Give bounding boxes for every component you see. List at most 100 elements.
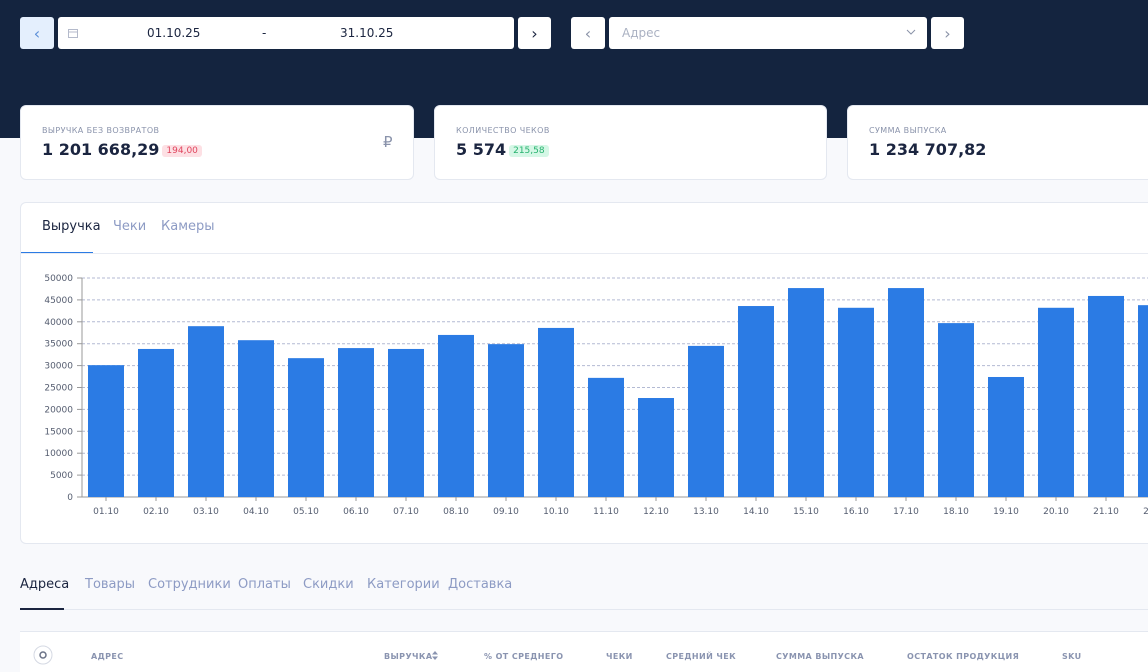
next-address-button[interactable]: ›	[931, 17, 964, 49]
date-to: 31.10.25	[340, 26, 394, 40]
prev-period-button[interactable]: ‹	[20, 17, 54, 49]
active-tab-underline	[20, 608, 64, 610]
currency-icon: ₽	[383, 133, 393, 151]
bar	[788, 288, 824, 497]
y-tick-label: 5000	[50, 471, 73, 481]
bar	[188, 326, 224, 497]
bar	[438, 334, 474, 497]
x-tick-label: 15.10	[793, 507, 819, 517]
bar	[538, 327, 574, 497]
tabs-divider	[20, 609, 1148, 610]
section-tab[interactable]: Товары	[85, 577, 136, 592]
settings-icon[interactable]	[33, 645, 53, 665]
kpi-card: ВЫРУЧКА БЕЗ ВОЗВРАТОВ 1 201 668,29 194,00…	[20, 105, 414, 180]
section-tab[interactable]: Адреса	[20, 577, 70, 592]
chart-tab[interactable]: Выручка	[42, 219, 101, 234]
section-tab[interactable]: Сотрудники	[148, 577, 231, 592]
column-header[interactable]: СРЕДНИЙ ЧЕК	[666, 652, 737, 661]
x-tick-label: 22.10	[1143, 507, 1148, 517]
date-range-field[interactable]: 01.10.25 - 31.10.25	[58, 17, 514, 49]
column-header[interactable]: ЧЕКИ	[606, 652, 633, 661]
bar	[488, 344, 524, 497]
x-tick-label: 12.10	[643, 507, 669, 517]
x-tick-label: 10.10	[543, 507, 569, 517]
dropdown-arrow	[906, 29, 916, 35]
x-tick-label: 05.10	[293, 507, 319, 517]
column-header[interactable]: ВЫРУЧКА	[384, 652, 433, 661]
x-tick-label: 11.10	[593, 507, 619, 517]
kpi-value: 1 201 668,29 194,00	[42, 140, 202, 159]
x-tick-label: 17.10	[893, 507, 919, 517]
bar	[1088, 295, 1124, 497]
column-header[interactable]: % ОТ СРЕДНЕГО	[484, 652, 564, 661]
x-tick-label: 02.10	[143, 507, 169, 517]
x-tick-label: 08.10	[443, 507, 469, 517]
kpi-number: 1 201 668,29	[42, 140, 160, 159]
address-select[interactable]: Адрес	[609, 17, 927, 49]
bar	[288, 358, 324, 497]
chart: 0 5000 10000 15000 20000 25000 30000 35000 40000…	[44, 274, 1148, 517]
y-tick-label: 35000	[44, 340, 73, 350]
x-tick-label: 03.10	[193, 507, 219, 517]
x-tick-label: 19.10	[993, 507, 1019, 517]
column-header[interactable]: ОСТАТОК ПРОДУКЦИЯ	[907, 652, 1020, 661]
kpi-label: СУММА ВЫПУСКА	[869, 126, 947, 135]
y-tick-label: 20000	[44, 405, 73, 415]
bar	[738, 306, 774, 497]
bar	[1138, 305, 1148, 497]
kpi-card: СУММА ВЫПУСКА 1 234 707,82	[847, 105, 1148, 180]
prev-address-button[interactable]: ‹	[571, 17, 605, 49]
kpi-value: 5 574 215,58	[456, 140, 549, 159]
bar	[638, 398, 674, 497]
kpi-label: ВЫРУЧКА БЕЗ ВОЗВРАТОВ	[42, 126, 160, 135]
date-from: 01.10.25	[147, 26, 201, 40]
x-tick-label: 16.10	[843, 507, 869, 517]
section-tab[interactable]: Скидки	[303, 577, 354, 592]
y-tick-label: 40000	[44, 318, 73, 328]
x-tick-label: 20.10	[1043, 507, 1069, 517]
calendar-icon	[68, 29, 78, 38]
bar	[138, 348, 174, 497]
y-tick-label: 10000	[44, 449, 73, 459]
bar	[838, 307, 874, 497]
column-header[interactable]: SKU	[1062, 652, 1082, 661]
kpi-card: КОЛИЧЕСТВО ЧЕКОВ 5 574 215,58	[434, 105, 827, 180]
y-tick-label: 50000	[44, 274, 73, 284]
x-tick-label: 07.10	[393, 507, 419, 517]
bar	[988, 376, 1024, 497]
section-tab[interactable]: Оплаты	[238, 577, 291, 592]
bar	[338, 348, 374, 497]
chart-tab[interactable]: Камеры	[161, 219, 215, 234]
section-tab[interactable]: Категории	[367, 577, 440, 592]
kpi-number: 5 574	[456, 140, 507, 159]
kpi-badge: 194,00	[162, 145, 202, 157]
date-separator: -	[262, 26, 267, 40]
y-tick-label: 25000	[44, 384, 73, 394]
sort-icon[interactable]	[432, 651, 438, 660]
y-tick-label: 45000	[44, 296, 73, 306]
kpi-number: 1 234 707,82	[869, 140, 987, 159]
x-tick-label: 06.10	[343, 507, 369, 517]
column-header[interactable]: СУММА ВЫПУСКА	[776, 652, 864, 661]
bar	[688, 345, 724, 497]
bar	[588, 377, 624, 497]
x-tick-label: 01.10	[93, 507, 119, 517]
kpi-value: 1 234 707,82	[869, 140, 986, 159]
section-tab[interactable]: Доставка	[448, 577, 513, 592]
column-header[interactable]: АДРЕС	[91, 652, 124, 661]
y-tick-label: 30000	[44, 362, 73, 372]
y-tick-label: 0	[67, 493, 73, 503]
chart-tab[interactable]: Чеки	[113, 219, 147, 234]
x-tick-label: 13.10	[693, 507, 719, 517]
kpi-label: КОЛИЧЕСТВО ЧЕКОВ	[456, 126, 550, 135]
next-period-button[interactable]: ›	[518, 17, 551, 49]
y-tick-label: 15000	[44, 427, 73, 437]
bar	[388, 348, 424, 497]
tab-divider	[21, 253, 1148, 254]
address-placeholder: Адрес	[622, 26, 661, 40]
bar	[238, 340, 274, 497]
bar	[938, 323, 974, 497]
bar	[1038, 307, 1074, 497]
bar	[88, 365, 124, 497]
